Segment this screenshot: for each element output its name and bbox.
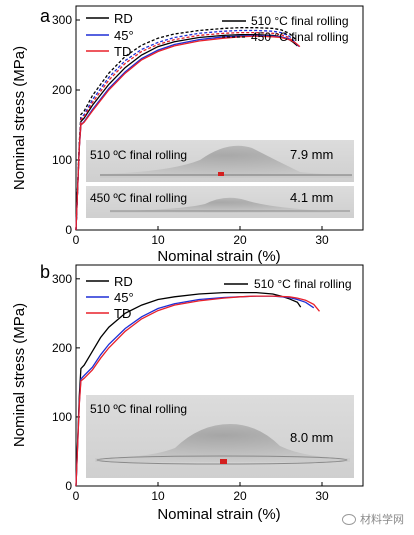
x-tick-label: 10 bbox=[151, 489, 165, 503]
y-tick-label: 0 bbox=[65, 479, 72, 493]
legend-entry: 450 °C final rolling bbox=[251, 30, 349, 44]
series-group bbox=[75, 27, 301, 231]
y-axis-label: Nominal stress (MPa) bbox=[11, 303, 28, 447]
inset-photo-450: 450 ºC final rolling 4.1 mm bbox=[86, 186, 354, 218]
legend-condition: 510 °C final rolling bbox=[224, 277, 352, 291]
series-line-45deg-dashed bbox=[75, 29, 295, 231]
legend-orientation: RD 45° TD bbox=[86, 11, 134, 59]
watermark: 材料学网 bbox=[342, 511, 404, 527]
y-tick-label: 100 bbox=[52, 410, 72, 424]
legend-entry: TD bbox=[114, 306, 131, 321]
inset-label: 510 ºC final rolling bbox=[90, 402, 187, 416]
inset-value: 4.1 mm bbox=[290, 190, 333, 205]
legend-entry: TD bbox=[114, 44, 131, 59]
x-tick-label: 10 bbox=[151, 233, 165, 247]
panel-b: b 510 ºC final rolling 8.0 mm 0 10 20 30010… bbox=[11, 262, 364, 523]
series-line-td bbox=[75, 295, 321, 487]
y-axis-label: Nominal stress (MPa) bbox=[11, 46, 28, 190]
legend-entry: 510 °C final rolling bbox=[254, 277, 352, 291]
inset-label: 450 ºC final rolling bbox=[90, 191, 187, 205]
panel-letter: a bbox=[40, 6, 51, 26]
x-tick-label: 30 bbox=[315, 233, 329, 247]
x-tick-label: 0 bbox=[73, 489, 80, 503]
legend-orientation: RD 45° TD bbox=[86, 274, 134, 321]
legend-entry: 45° bbox=[114, 290, 134, 305]
legend-entry: 510 °C final rolling bbox=[251, 14, 349, 28]
x-tick-label: 20 bbox=[233, 233, 247, 247]
y-tick-label: 300 bbox=[52, 272, 72, 286]
series-line-td-dashed bbox=[75, 31, 294, 231]
watermark-text: 材料学网 bbox=[360, 513, 404, 526]
y-tick-label: 0 bbox=[65, 223, 72, 237]
legend-entry: 45° bbox=[114, 28, 134, 43]
legend-entry: RD bbox=[114, 11, 133, 26]
inset-photo-510: 510 ºC final rolling 8.0 mm bbox=[86, 395, 354, 478]
series-group bbox=[75, 291, 321, 487]
inset-label: 510 ºC final rolling bbox=[90, 148, 187, 162]
plot-frame bbox=[75, 264, 364, 487]
panel-a: a 510 ºC final rolling 7.9 mm 450 ºC fin… bbox=[11, 5, 364, 265]
inset-photo-510: 510 ºC final rolling 7.9 mm bbox=[86, 140, 354, 182]
series-line-td bbox=[75, 35, 301, 231]
y-tick-label: 200 bbox=[52, 341, 72, 355]
x-tick-label: 0 bbox=[73, 233, 80, 247]
x-tick-label: 20 bbox=[233, 489, 247, 503]
legend-condition: 510 °C final rolling 450 °C final rollin… bbox=[222, 14, 349, 44]
wechat-icon bbox=[342, 513, 356, 525]
legend-entry: RD bbox=[114, 274, 133, 289]
inset-value: 7.9 mm bbox=[290, 147, 333, 162]
x-tick-label: 30 bbox=[315, 489, 329, 503]
x-axis-label: Nominal strain (%) bbox=[157, 506, 280, 523]
x-axis-label: Nominal strain (%) bbox=[157, 248, 280, 265]
y-tick-label: 300 bbox=[52, 13, 72, 27]
y-tick-label: 200 bbox=[52, 83, 72, 97]
series-line-rd-dashed bbox=[75, 27, 297, 231]
panel-letter: b bbox=[40, 262, 50, 282]
plot-frame bbox=[75, 5, 364, 231]
inset-value: 8.0 mm bbox=[290, 430, 333, 445]
y-tick-label: 100 bbox=[52, 153, 72, 167]
